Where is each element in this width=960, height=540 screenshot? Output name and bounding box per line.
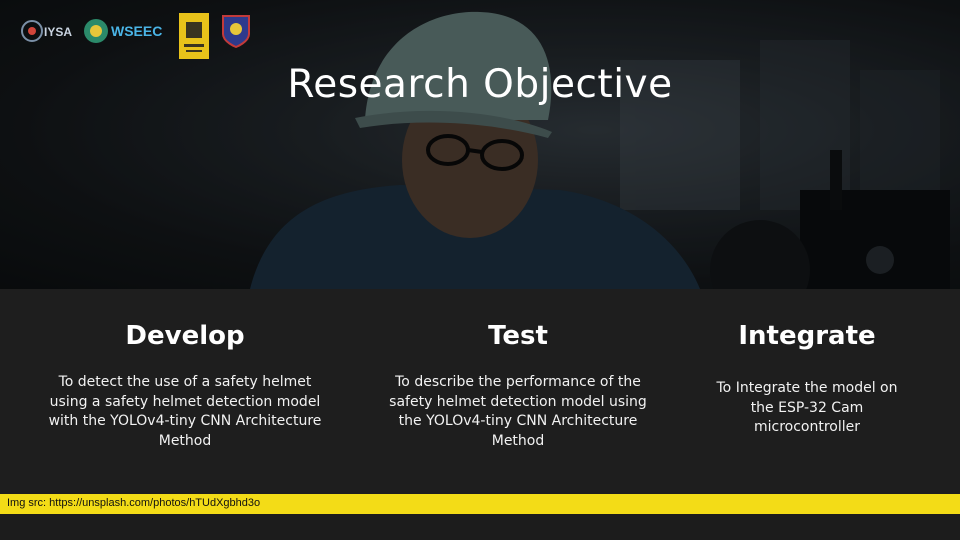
window-light (620, 40, 940, 210)
bottom-strip (0, 514, 960, 540)
objective-integrate: Integrate To Integrate the model on the … (657, 319, 957, 438)
slide-title: Research Objective (287, 62, 673, 107)
objective-test: Test To describe the performance of the … (368, 319, 668, 451)
image-credit-bar: Img src: https://unsplash.com/photos/hTU… (0, 494, 960, 514)
objective-text: To Integrate the model on the ESP-32 Cam… (716, 380, 898, 435)
image-credit-text: Img src: https://unsplash.com/photos/hTU… (7, 497, 261, 509)
hero-image: IYSA WSEEC Research Objective (0, 0, 960, 289)
glasses (426, 134, 524, 171)
objective-text: To detect the use of a safety helmet usi… (48, 374, 322, 449)
machine-silhouette (710, 150, 950, 289)
iysa-logo-text: IYSA (44, 25, 72, 39)
worker-photo (250, 11, 950, 289)
objectives-panel: Develop To detect the use of a safety he… (0, 289, 960, 494)
wseec-logo-text: WSEEC (111, 23, 162, 39)
objective-heading: Integrate (738, 321, 876, 351)
objective-develop: Develop To detect the use of a safety he… (35, 319, 335, 451)
safety-helmet (365, 11, 552, 120)
objective-heading: Test (488, 321, 548, 351)
objective-heading: Develop (125, 321, 245, 351)
objective-text: To describe the performance of the safet… (389, 374, 647, 449)
